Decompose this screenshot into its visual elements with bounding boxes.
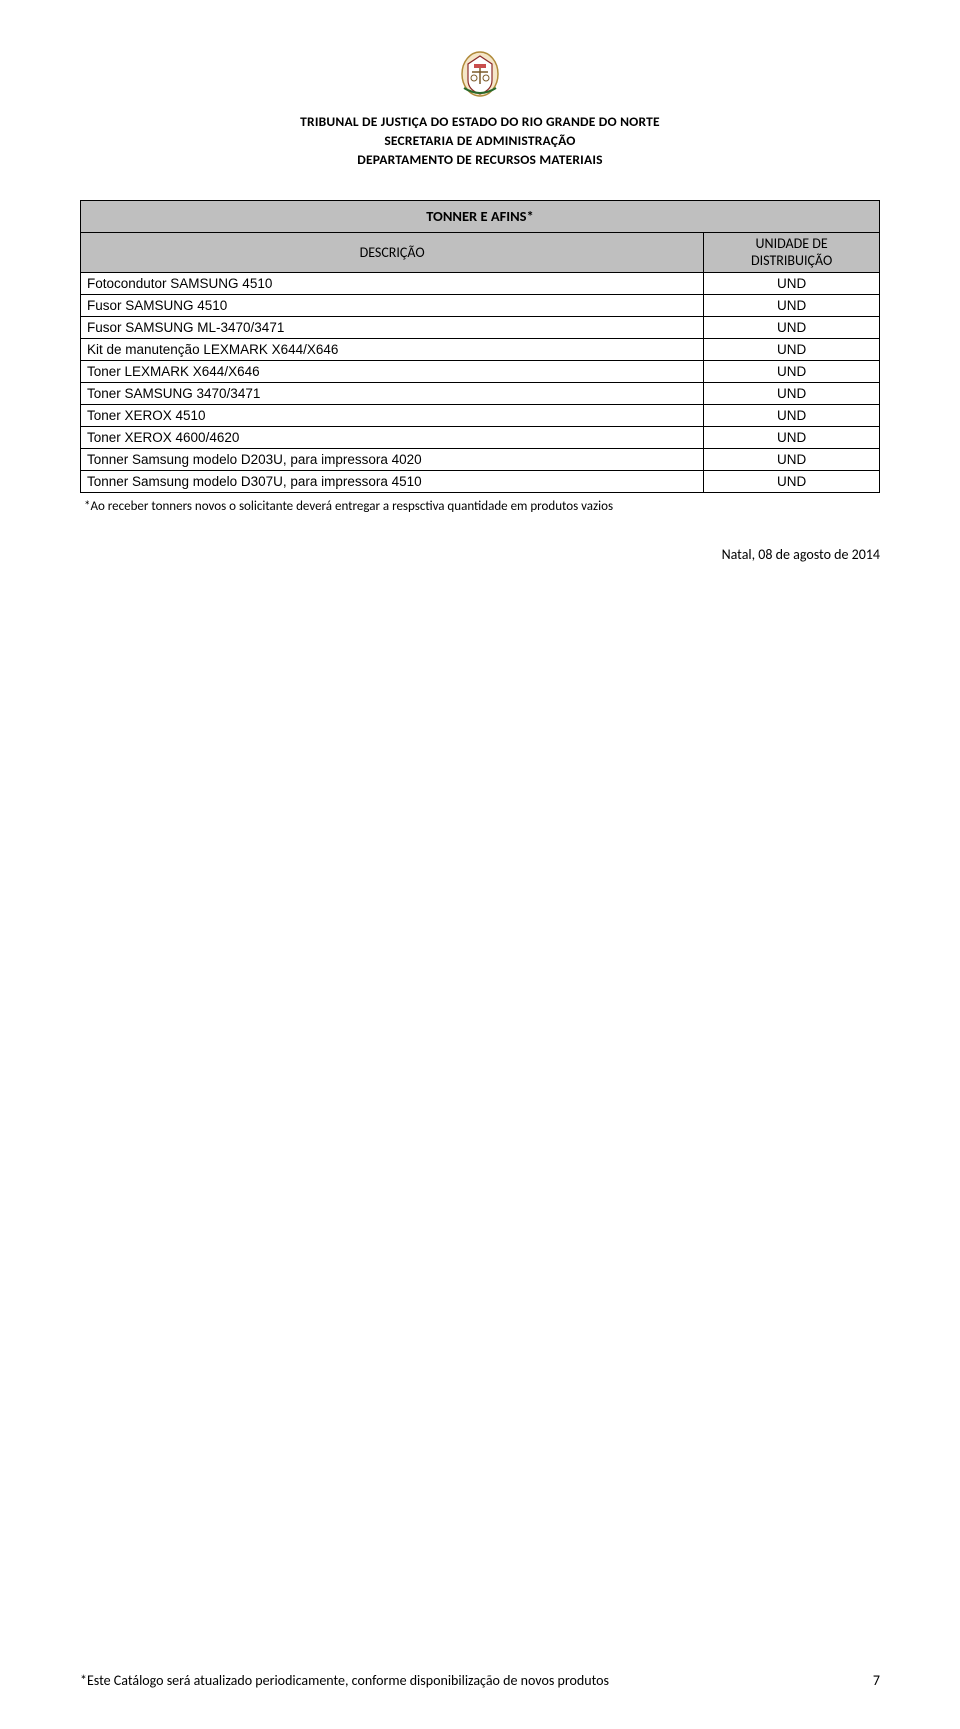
table-row: Tonner Samsung modelo D307U, para impres… bbox=[81, 470, 880, 492]
table-row: Toner XEROX 4510UND bbox=[81, 404, 880, 426]
cell-unit: UND bbox=[704, 338, 880, 360]
cell-description: Fusor SAMSUNG 4510 bbox=[81, 294, 704, 316]
cell-description: Toner LEXMARK X644/X646 bbox=[81, 360, 704, 382]
col-header-unit-line1: UNIDADE DE bbox=[756, 235, 828, 252]
cell-description: Kit de manutenção LEXMARK X644/X646 bbox=[81, 338, 704, 360]
products-table: TONNER E AFINS* DESCRIÇÃO UNIDADE DE DIS… bbox=[80, 200, 880, 493]
cell-unit: UND bbox=[704, 272, 880, 294]
cell-unit: UND bbox=[704, 382, 880, 404]
table-title: TONNER E AFINS* bbox=[81, 200, 880, 232]
footer-text: *Este Catálogo será atualizado periodica… bbox=[80, 1672, 609, 1689]
cell-description: Toner XEROX 4600/4620 bbox=[81, 426, 704, 448]
cell-description: Toner SAMSUNG 3470/3471 bbox=[81, 382, 704, 404]
org-line-1: TRIBUNAL DE JUSTIÇA DO ESTADO DO RIO GRA… bbox=[80, 113, 880, 132]
table-row: Fusor SAMSUNG ML-3470/3471UND bbox=[81, 316, 880, 338]
col-header-description: DESCRIÇÃO bbox=[81, 232, 704, 272]
table-header-row: DESCRIÇÃO UNIDADE DE DISTRIBUIÇÃO bbox=[81, 232, 880, 272]
table-footnote: *Ao receber tonners novos o solicitante … bbox=[80, 497, 880, 516]
date-line: Natal, 08 de agosto de 2014 bbox=[80, 546, 880, 563]
cell-unit: UND bbox=[704, 448, 880, 470]
cell-unit: UND bbox=[704, 470, 880, 492]
cell-unit: UND bbox=[704, 426, 880, 448]
cell-description: Tonner Samsung modelo D307U, para impres… bbox=[81, 470, 704, 492]
col-header-unit: UNIDADE DE DISTRIBUIÇÃO bbox=[704, 232, 880, 272]
cell-description: Toner XEROX 4510 bbox=[81, 404, 704, 426]
document-header: TRIBUNAL DE JUSTIÇA DO ESTADO DO RIO GRA… bbox=[80, 50, 880, 170]
page-footer: *Este Catálogo será atualizado periodica… bbox=[80, 1672, 880, 1689]
org-line-3: DEPARTAMENTO DE RECURSOS MATERIAIS bbox=[80, 151, 880, 170]
table-row: Toner SAMSUNG 3470/3471UND bbox=[81, 382, 880, 404]
footer-page-number: 7 bbox=[873, 1672, 880, 1689]
table-row: Toner LEXMARK X644/X646UND bbox=[81, 360, 880, 382]
cell-unit: UND bbox=[704, 294, 880, 316]
org-line-2: SECRETARIA DE ADMINISTRAÇÃO bbox=[80, 132, 880, 151]
table-row: Fusor SAMSUNG 4510UND bbox=[81, 294, 880, 316]
table-row: Kit de manutenção LEXMARK X644/X646UND bbox=[81, 338, 880, 360]
table-title-row: TONNER E AFINS* bbox=[81, 200, 880, 232]
table-row: Toner XEROX 4600/4620UND bbox=[81, 426, 880, 448]
table-row: Fotocondutor SAMSUNG 4510UND bbox=[81, 272, 880, 294]
cell-unit: UND bbox=[704, 404, 880, 426]
crest-icon bbox=[458, 50, 502, 105]
col-header-unit-line2: DISTRIBUIÇÃO bbox=[751, 252, 832, 269]
table-row: Tonner Samsung modelo D203U, para impres… bbox=[81, 448, 880, 470]
cell-description: Fusor SAMSUNG ML-3470/3471 bbox=[81, 316, 704, 338]
cell-unit: UND bbox=[704, 360, 880, 382]
cell-description: Fotocondutor SAMSUNG 4510 bbox=[81, 272, 704, 294]
cell-description: Tonner Samsung modelo D203U, para impres… bbox=[81, 448, 704, 470]
cell-unit: UND bbox=[704, 316, 880, 338]
products-table-wrap: TONNER E AFINS* DESCRIÇÃO UNIDADE DE DIS… bbox=[80, 200, 880, 516]
